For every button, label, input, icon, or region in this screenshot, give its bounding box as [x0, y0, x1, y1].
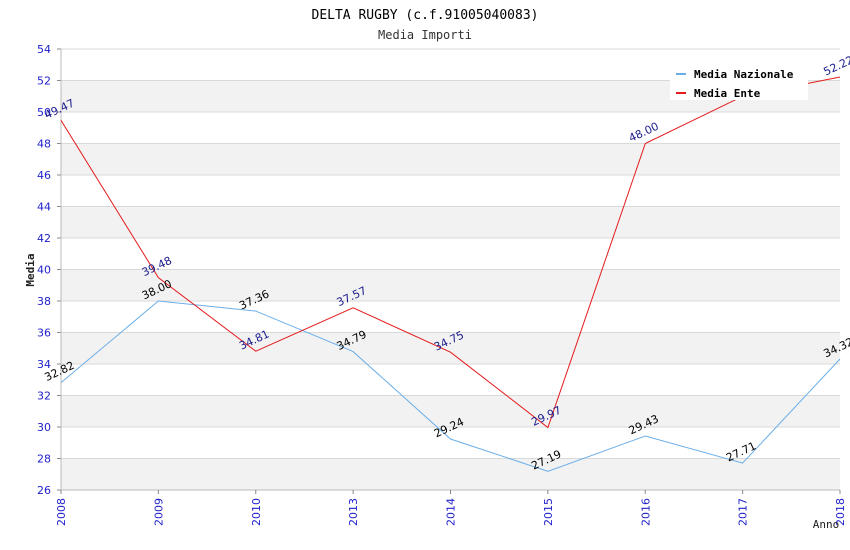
x-tick-label: 2010	[250, 498, 263, 526]
x-axis-label: Anno	[813, 518, 840, 531]
x-tick-label: 2014	[445, 498, 458, 526]
y-tick-label: 32	[37, 390, 51, 403]
y-tick-label: 42	[37, 232, 51, 245]
y-tick-label: 30	[37, 421, 51, 434]
x-tick-label: 2009	[152, 498, 165, 526]
grid-band	[61, 175, 840, 207]
grid-band	[61, 206, 840, 238]
legend-label-media-nazionale: Media Nazionale	[694, 68, 794, 81]
y-tick-label: 54	[37, 43, 51, 56]
series-line-media-nazionale	[60, 300, 841, 472]
x-tick-label: 2008	[55, 498, 68, 526]
y-tick-label: 46	[37, 169, 51, 182]
y-tick-label: 40	[37, 264, 51, 277]
y-tick-label: 44	[37, 201, 51, 214]
y-tick-label: 38	[37, 295, 51, 308]
y-tick-label: 34	[37, 358, 51, 371]
grid-band	[61, 364, 840, 396]
grid-band	[61, 143, 840, 175]
y-tick-label: 26	[37, 484, 51, 497]
x-tick-label: 2015	[542, 498, 555, 526]
y-tick-label: 52	[37, 75, 51, 88]
grid-band	[61, 112, 840, 144]
legend-label-media-ente: Media Ente	[694, 87, 761, 100]
grid-band	[61, 332, 840, 364]
y-tick-label: 50	[37, 106, 51, 119]
grid-band	[61, 427, 840, 459]
grid-band	[61, 458, 840, 490]
x-tick-label: 2018	[834, 498, 847, 526]
chart-title: DELTA RUGBY (c.f.91005040083)	[312, 8, 539, 23]
y-tick-label: 28	[37, 453, 51, 466]
y-axis-label: Media	[24, 253, 37, 286]
grid-band	[61, 238, 840, 270]
y-tick-label: 48	[37, 138, 51, 151]
series-line-media-ente	[60, 76, 841, 429]
y-tick-label: 36	[37, 327, 51, 340]
chart-subtitle: Media Importi	[378, 28, 472, 42]
legend-box	[670, 60, 808, 100]
grid-band	[61, 301, 840, 333]
grid-band	[61, 269, 840, 301]
grid-band	[61, 395, 840, 427]
x-tick-label: 2016	[639, 498, 652, 526]
x-tick-label: 2013	[347, 498, 360, 526]
x-tick-label: 2017	[737, 498, 750, 526]
